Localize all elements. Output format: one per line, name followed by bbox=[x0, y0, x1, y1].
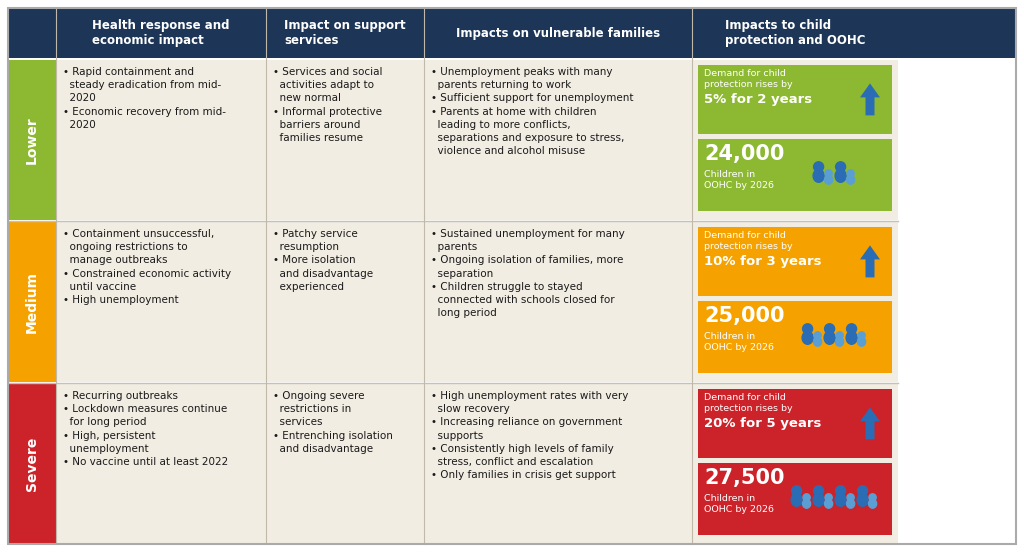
Circle shape bbox=[814, 162, 823, 172]
Text: Health response and
economic impact: Health response and economic impact bbox=[92, 19, 229, 47]
Ellipse shape bbox=[803, 499, 811, 508]
Text: Demand for child
protection rises by: Demand for child protection rises by bbox=[705, 393, 793, 413]
Bar bbox=[56, 384, 266, 544]
Circle shape bbox=[824, 324, 835, 334]
Circle shape bbox=[836, 332, 843, 339]
Text: 24,000: 24,000 bbox=[705, 144, 784, 164]
Bar bbox=[8, 384, 56, 544]
Ellipse shape bbox=[813, 493, 824, 506]
Bar bbox=[266, 384, 424, 544]
Bar bbox=[692, 60, 898, 220]
Circle shape bbox=[803, 494, 810, 501]
Text: • High unemployment rates with very
  slow recovery
• Increasing reliance on gov: • High unemployment rates with very slow… bbox=[431, 391, 629, 480]
Bar bbox=[8, 8, 1016, 58]
Text: Impacts to child
protection and OOHC: Impacts to child protection and OOHC bbox=[725, 19, 865, 47]
Circle shape bbox=[869, 494, 877, 501]
Text: • Containment unsuccessful,
  ongoing restrictions to
  manage outbreaks
• Const: • Containment unsuccessful, ongoing rest… bbox=[63, 229, 231, 305]
FancyArrow shape bbox=[860, 408, 880, 440]
Ellipse shape bbox=[857, 337, 865, 346]
Circle shape bbox=[792, 486, 802, 496]
Circle shape bbox=[858, 332, 865, 339]
Ellipse shape bbox=[792, 493, 802, 506]
Ellipse shape bbox=[813, 337, 821, 346]
Bar bbox=[698, 389, 892, 458]
Ellipse shape bbox=[846, 332, 857, 344]
Text: • Patchy service
  resumption
• More isolation
  and disadvantage
  experienced: • Patchy service resumption • More isola… bbox=[273, 229, 373, 292]
Ellipse shape bbox=[813, 169, 824, 183]
Text: Demand for child
protection rises by: Demand for child protection rises by bbox=[705, 69, 793, 89]
Circle shape bbox=[836, 486, 846, 496]
Bar bbox=[692, 384, 898, 544]
Bar bbox=[692, 222, 898, 382]
Text: Impact on support
services: Impact on support services bbox=[285, 19, 406, 47]
Text: Medium: Medium bbox=[25, 271, 39, 333]
Bar bbox=[56, 222, 266, 382]
FancyArrow shape bbox=[860, 245, 880, 277]
Bar bbox=[8, 222, 56, 382]
Bar bbox=[266, 60, 424, 220]
Ellipse shape bbox=[824, 499, 833, 508]
Circle shape bbox=[803, 324, 813, 334]
Text: • Services and social
  activities adapt to
  new normal
• Informal protective
 : • Services and social activities adapt t… bbox=[273, 67, 383, 143]
Ellipse shape bbox=[824, 332, 836, 344]
Ellipse shape bbox=[802, 332, 813, 344]
Circle shape bbox=[847, 324, 857, 334]
Circle shape bbox=[836, 162, 846, 172]
Ellipse shape bbox=[847, 499, 855, 508]
Text: Demand for child
protection rises by: Demand for child protection rises by bbox=[705, 231, 793, 251]
Text: • Unemployment peaks with many
  parents returning to work
• Sufficient support : • Unemployment peaks with many parents r… bbox=[431, 67, 634, 156]
Circle shape bbox=[825, 170, 833, 177]
Ellipse shape bbox=[824, 175, 833, 184]
Text: Impacts on vulnerable families: Impacts on vulnerable families bbox=[456, 26, 660, 40]
Bar bbox=[698, 463, 892, 535]
Text: • Ongoing severe
  restrictions in
  services
• Entrenching isolation
  and disa: • Ongoing severe restrictions in service… bbox=[273, 391, 393, 454]
Ellipse shape bbox=[836, 337, 844, 346]
Text: Children in
OOHC by 2026: Children in OOHC by 2026 bbox=[705, 170, 774, 190]
Circle shape bbox=[825, 494, 833, 501]
Text: 27,500: 27,500 bbox=[705, 468, 784, 488]
Bar bbox=[698, 227, 892, 296]
Ellipse shape bbox=[857, 493, 868, 506]
Ellipse shape bbox=[847, 175, 855, 184]
FancyArrow shape bbox=[860, 83, 880, 115]
Circle shape bbox=[814, 332, 821, 339]
Text: 5% for 2 years: 5% for 2 years bbox=[705, 93, 812, 106]
Text: 25,000: 25,000 bbox=[705, 306, 784, 326]
Ellipse shape bbox=[836, 493, 846, 506]
Bar bbox=[698, 65, 892, 134]
Circle shape bbox=[858, 486, 867, 496]
Text: • Rapid containment and
  steady eradication from mid-
  2020
• Economic recover: • Rapid containment and steady eradicati… bbox=[63, 67, 226, 130]
Circle shape bbox=[847, 170, 854, 177]
Text: • Sustained unemployment for many
  parents
• Ongoing isolation of families, mor: • Sustained unemployment for many parent… bbox=[431, 229, 625, 318]
Text: Children in
OOHC by 2026: Children in OOHC by 2026 bbox=[705, 494, 774, 514]
Text: 20% for 5 years: 20% for 5 years bbox=[705, 417, 821, 430]
Text: Children in
OOHC by 2026: Children in OOHC by 2026 bbox=[705, 332, 774, 352]
Text: Severe: Severe bbox=[25, 437, 39, 491]
Circle shape bbox=[814, 486, 823, 496]
Ellipse shape bbox=[836, 169, 846, 183]
Circle shape bbox=[847, 494, 854, 501]
Bar bbox=[266, 222, 424, 382]
Bar bbox=[424, 384, 692, 544]
Text: Lower: Lower bbox=[25, 116, 39, 164]
Text: 10% for 3 years: 10% for 3 years bbox=[705, 255, 821, 268]
Bar bbox=[424, 60, 692, 220]
Bar bbox=[698, 301, 892, 373]
Bar bbox=[8, 60, 56, 220]
Text: • Recurring outbreaks
• Lockdown measures continue
  for long period
• High, per: • Recurring outbreaks • Lockdown measure… bbox=[63, 391, 228, 467]
Bar bbox=[698, 139, 892, 211]
Ellipse shape bbox=[868, 499, 877, 508]
Bar bbox=[424, 222, 692, 382]
Bar bbox=[56, 60, 266, 220]
